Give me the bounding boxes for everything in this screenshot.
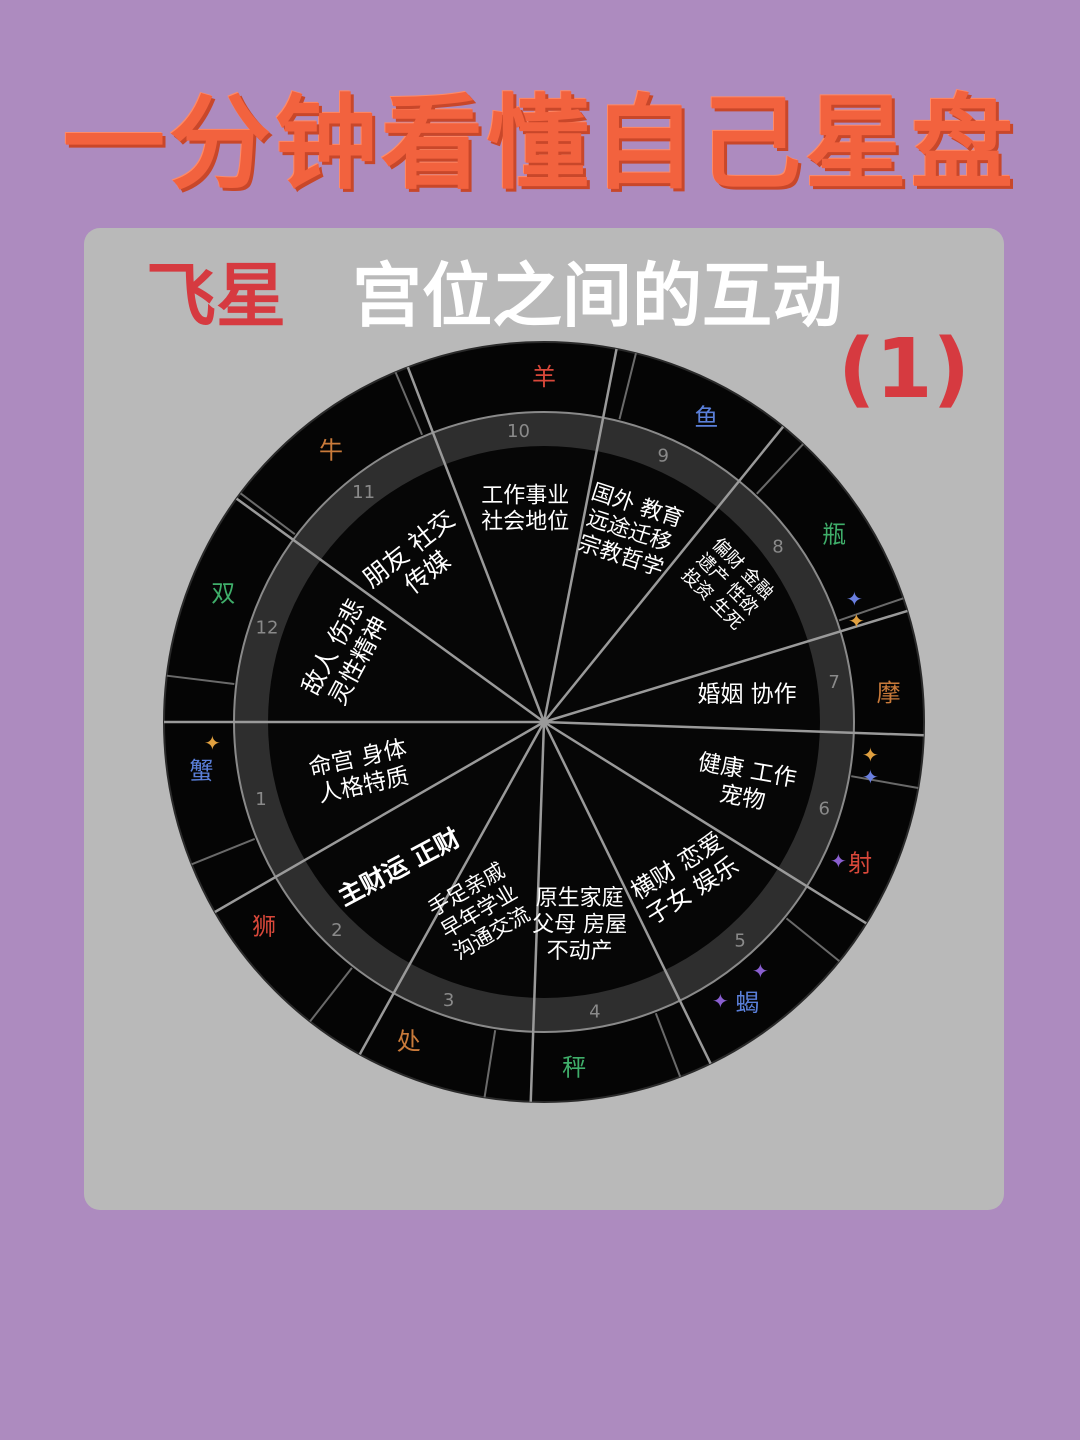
house-meaning-line: 社会地位 (481, 510, 569, 535)
house-number: 1 (255, 789, 266, 810)
sign-divider (851, 775, 919, 789)
sign-label: 蟹 (189, 757, 213, 785)
sign-divider (166, 674, 235, 685)
sign-divider (394, 371, 424, 436)
house-divider (543, 609, 908, 724)
sign-label: 瓶 (822, 521, 846, 549)
house-divider (542, 348, 618, 723)
house-divider (543, 425, 785, 723)
house-meaning-line: 不动产 (547, 939, 613, 964)
house-divider (543, 720, 867, 925)
house-divider (406, 366, 546, 723)
subtitle-number: (1) (838, 322, 971, 417)
sparkle-icons: ✦ ✦ ✦ ✦ ✦ ✦ ✦ ✦ (204, 587, 879, 1013)
house-number: 6 (818, 799, 829, 820)
house-number: 8 (772, 537, 783, 558)
sign-divider (309, 967, 353, 1023)
subtitle-label: 飞星 (146, 255, 286, 337)
house-meaning-line: 婚姻 协作 (697, 682, 796, 708)
house-divider (542, 721, 712, 1065)
house-divider (543, 720, 924, 737)
house-number: 3 (443, 990, 454, 1011)
sparkle-icon: ✦ (862, 743, 879, 767)
house-number: 10 (507, 421, 530, 442)
sign-divider (618, 353, 637, 420)
house-meaning-line: 工作事业 (481, 483, 569, 508)
sparkle-icon: ✦ (830, 849, 847, 873)
house-meaning: 婚姻 协作 (697, 682, 796, 708)
house-number: 11 (352, 482, 375, 503)
house-divider (358, 721, 546, 1055)
house-number: 4 (589, 1002, 600, 1023)
sign-label: 羊 (532, 363, 556, 391)
sign-label: 射 (848, 850, 872, 878)
sign-divider (654, 1012, 682, 1078)
sign-divider (756, 443, 804, 495)
sparkle-icon: ✦ (204, 731, 221, 755)
sign-label: 摩 (877, 679, 901, 707)
sign-divider (483, 1030, 497, 1098)
subtitle-text: 宫位之间的互动 (352, 255, 842, 337)
sign-label: 秤 (562, 1054, 586, 1082)
wheel-dividers (164, 348, 924, 1102)
sign-divider (785, 917, 840, 962)
sparkle-icon: ✦ (752, 959, 769, 983)
house-divider (529, 721, 546, 1102)
house-number: 12 (256, 618, 279, 639)
house-number: 9 (657, 445, 668, 466)
sign-label: 蝎 (735, 989, 759, 1017)
sparkle-icon: ✦ (862, 765, 879, 789)
house-meaning-line: 父母 房屋 (532, 913, 627, 938)
sparkle-icon: ✦ (848, 609, 865, 633)
sign-divider (239, 492, 296, 536)
sign-divider (191, 837, 256, 866)
sparkle-icon: ✦ (846, 587, 863, 611)
sign-label: 牛 (319, 436, 343, 464)
sign-label: 处 (397, 1027, 421, 1055)
sign-label: 鱼 (694, 404, 718, 432)
sign-divider (838, 597, 904, 622)
house-number: 5 (734, 931, 745, 952)
house-divider (214, 720, 545, 914)
page-title: 一分钟看懂自己星盘 (63, 85, 1017, 204)
sparkle-icon: ✦ (712, 989, 729, 1013)
house-number: 7 (828, 672, 839, 693)
house-meaning-line: 原生家庭 (536, 886, 624, 911)
sign-label: 双 (211, 579, 235, 607)
sign-label: 狮 (252, 912, 276, 940)
house-divider (235, 497, 545, 724)
house-number: 2 (331, 920, 342, 941)
